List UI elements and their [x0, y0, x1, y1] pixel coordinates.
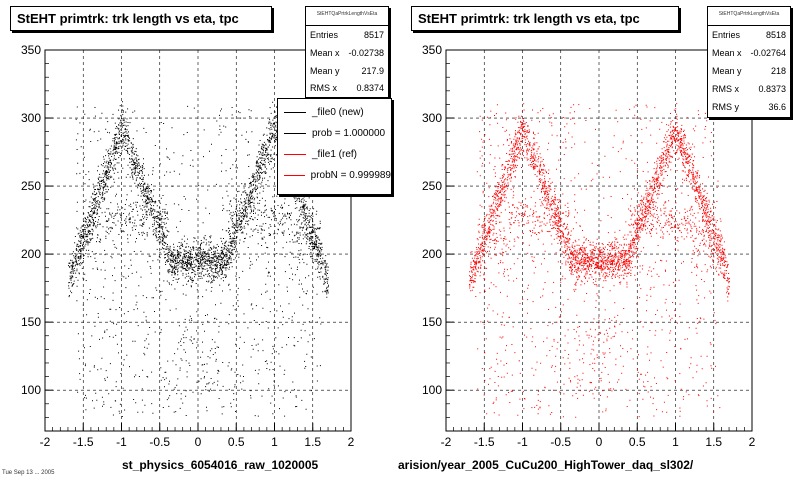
stat-value: 8517 — [363, 30, 384, 40]
y-tick-label: 250 — [422, 179, 442, 193]
legend-entry: _file0 (new) — [278, 102, 391, 123]
legend-label: prob = 1.000000 — [312, 128, 386, 139]
y-tick-label: 350 — [422, 43, 442, 57]
x-tick-label: 0 — [195, 435, 202, 449]
x-tick-label: -2 — [441, 435, 452, 449]
timestamp-label: Tue Sep 13 ... 2005 — [2, 470, 55, 476]
left-stats-row: RMS x 0.8374 — [306, 80, 388, 96]
right-plot: -2 -1.5 -1 -0.5 0 0.5 1 1.5 2 100 150 200 250 300 350 — [422, 43, 756, 449]
legend-label: _file0 (new) — [312, 107, 364, 118]
stat-value: 0.8373 — [758, 84, 786, 94]
legend-swatch — [284, 112, 306, 113]
x-tick-label: -2 — [40, 435, 51, 449]
right-stats-row: RMS x 0.8373 — [708, 80, 790, 98]
legend-swatch — [284, 133, 306, 134]
stat-label: Entries — [712, 30, 741, 40]
right-chart-title: StEHT primtrk: trk length vs eta, tpc — [411, 6, 679, 31]
x-tick-label: 1 — [672, 435, 679, 449]
stat-value: 218 — [770, 66, 786, 76]
stat-value: 217.9 — [361, 66, 384, 76]
stat-value: -0.02764 — [750, 48, 786, 58]
left-stats-row: Entries 8517 — [306, 26, 388, 44]
x-tick-label: 1.5 — [304, 435, 321, 449]
stat-label: RMS x — [712, 84, 739, 94]
x-tick-label: 2 — [749, 435, 756, 449]
y-tick-label: 150 — [21, 315, 41, 329]
y-tick-label: 200 — [21, 247, 41, 261]
legend-swatch — [284, 175, 305, 176]
stat-label: Entries — [310, 30, 339, 40]
y-tick-label: 150 — [422, 315, 442, 329]
left-chart-title: StEHT primtrk: trk length vs eta, tpc — [10, 6, 272, 31]
x-tick-label: 1.5 — [705, 435, 722, 449]
stat-label: RMS y — [712, 102, 739, 112]
legend-swatch — [284, 154, 306, 155]
scatter-points — [469, 103, 730, 418]
stat-label: RMS x — [310, 83, 337, 93]
x-tick-label: 0.5 — [228, 435, 245, 449]
legend-label: probN = 0.999989 — [310, 170, 391, 181]
x-tick-label: 0 — [596, 435, 603, 449]
right-stats-box: StEHTQaPrtrkLengthVsEta Entries 8518 Mean… — [707, 6, 791, 118]
stat-value: 8518 — [765, 30, 786, 40]
left-x-caption: st_physics_6054016_raw_1020005 — [122, 458, 319, 472]
left-stats-header: StEHTQaPrtrkLengthVsEta — [306, 7, 388, 26]
x-tick-label: -1 — [116, 435, 127, 449]
stat-value: 0.8374 — [356, 83, 384, 93]
legend-entry: prob = 1.000000 — [278, 123, 391, 144]
right-stats-row: Entries 8518 — [708, 26, 790, 44]
stat-label: Mean x — [712, 48, 742, 58]
y-tick-label: 200 — [422, 247, 442, 261]
legend-box: _file0 (new) prob = 1.000000 _file1 (ref… — [277, 98, 392, 195]
stat-label: Mean x — [310, 48, 340, 58]
y-tick-label: 100 — [422, 383, 442, 397]
right-stats-header: StEHTQaPrtrkLengthVsEta — [708, 7, 790, 26]
right-stats-row: RMS y 36.6 — [708, 98, 790, 116]
x-tick-label: -1 — [517, 435, 528, 449]
x-tick-label: 1 — [271, 435, 278, 449]
stat-label: Mean y — [310, 66, 340, 76]
x-tick-label: -0.5 — [149, 435, 170, 449]
right-stats-row: Mean y 218 — [708, 62, 790, 80]
stat-label: Mean y — [712, 66, 742, 76]
y-tick-label: 100 — [21, 383, 41, 397]
y-tick-label: 300 — [422, 111, 442, 125]
y-tick-label: 350 — [21, 43, 41, 57]
right-title-text: StEHT primtrk: trk length vs eta, tpc — [418, 11, 640, 26]
right-stats-row: Mean x -0.02764 — [708, 44, 790, 62]
left-stats-box: StEHTQaPrtrkLengthVsEta Entries 8517 Mean… — [305, 6, 389, 98]
x-tick-label: -1.5 — [73, 435, 94, 449]
stat-value: 36.6 — [768, 102, 786, 112]
right-x-caption: arision/year_2005_CuCu200_HighTower_daq_… — [398, 458, 694, 472]
y-tick-label: 300 — [21, 111, 41, 125]
x-tick-label: 2 — [348, 435, 355, 449]
legend-entry: _file1 (ref) — [278, 144, 391, 165]
left-stats-row: Mean y 217.9 — [306, 62, 388, 80]
legend-label: _file1 (ref) — [312, 149, 358, 160]
stat-value: -0.02738 — [348, 48, 384, 58]
x-tick-label: -0.5 — [550, 435, 571, 449]
left-title-text: StEHT primtrk: trk length vs eta, tpc — [17, 11, 239, 26]
y-tick-label: 250 — [21, 179, 41, 193]
legend-entry: probN = 0.999989 — [278, 165, 391, 186]
left-stats-row: Mean x -0.02738 — [306, 44, 388, 62]
x-tick-label: 0.5 — [629, 435, 646, 449]
x-tick-label: -1.5 — [474, 435, 495, 449]
